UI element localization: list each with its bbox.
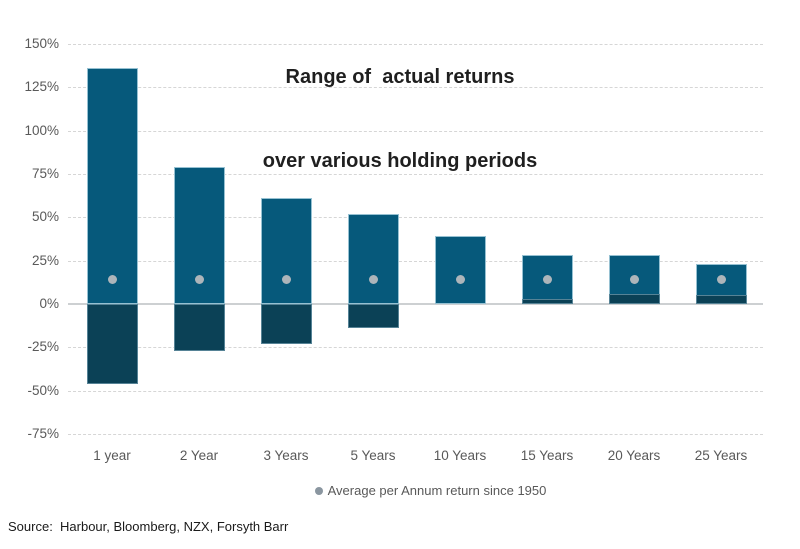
chart-title-line2: over various holding periods bbox=[262, 150, 538, 172]
range-bar-max bbox=[260, 198, 312, 304]
x-tick-label: 10 Years bbox=[433, 448, 487, 463]
gridline bbox=[68, 260, 763, 262]
chart-title: Range of actual returns over various hol… bbox=[0, 7, 800, 231]
range-bar-min bbox=[173, 304, 225, 351]
gridline bbox=[68, 433, 763, 435]
y-tick-label: 100% bbox=[24, 122, 59, 138]
range-bar-min bbox=[260, 304, 312, 344]
y-tick-label: 50% bbox=[31, 209, 59, 225]
y-tick-label: 25% bbox=[31, 252, 59, 268]
range-bar-max bbox=[434, 236, 486, 304]
y-tick-label: -25% bbox=[27, 339, 59, 355]
zero-axis-line bbox=[68, 303, 763, 305]
y-tick-label: -75% bbox=[27, 425, 59, 441]
y-tick-label: 125% bbox=[24, 79, 59, 95]
x-tick-label: 20 Years bbox=[607, 448, 661, 463]
y-tick-label: -50% bbox=[27, 382, 59, 398]
source-attribution: Source: Harbour, Bloomberg, NZX, Forsyth… bbox=[8, 519, 289, 534]
x-tick-label: 1 year bbox=[93, 448, 131, 463]
average-return-dot bbox=[629, 275, 639, 285]
gridline bbox=[68, 130, 763, 132]
chart-title-line1: Range of actual returns bbox=[285, 66, 515, 88]
gridline bbox=[68, 390, 763, 392]
range-bar-min bbox=[608, 293, 660, 304]
range-bar-min bbox=[86, 304, 138, 384]
gridline bbox=[68, 347, 763, 349]
average-return-dot bbox=[107, 275, 117, 285]
range-bar-min bbox=[695, 295, 747, 304]
range-bar-max bbox=[521, 255, 573, 304]
legend-dot-icon bbox=[314, 486, 323, 495]
x-tick-label: 15 Years bbox=[520, 448, 574, 463]
average-return-dot bbox=[455, 275, 465, 285]
x-tick-label: 2 Year bbox=[179, 448, 219, 463]
y-tick-label: 75% bbox=[31, 166, 59, 181]
gridline bbox=[68, 87, 763, 89]
average-return-dot bbox=[194, 275, 204, 285]
average-return-dot bbox=[368, 275, 378, 285]
average-return-dot bbox=[281, 275, 291, 285]
range-bar-max bbox=[347, 213, 399, 304]
x-tick-label: 5 Years bbox=[350, 448, 396, 463]
legend: Average per Annum return since 1950 bbox=[68, 482, 793, 499]
x-tick-label: 25 Years bbox=[694, 448, 748, 463]
gridline bbox=[68, 217, 763, 219]
gridline bbox=[68, 44, 763, 45]
gridline bbox=[68, 174, 763, 175]
x-tick-label: 3 Years bbox=[263, 448, 309, 463]
range-bar-min bbox=[521, 298, 573, 304]
average-return-dot bbox=[542, 275, 552, 285]
range-bar-max bbox=[86, 68, 138, 304]
average-return-dot bbox=[716, 275, 726, 285]
y-tick-label: 150% bbox=[24, 36, 59, 51]
y-tick-label: 0% bbox=[39, 296, 59, 311]
range-bar-min bbox=[347, 304, 399, 329]
legend-label: Average per Annum return since 1950 bbox=[327, 483, 547, 498]
